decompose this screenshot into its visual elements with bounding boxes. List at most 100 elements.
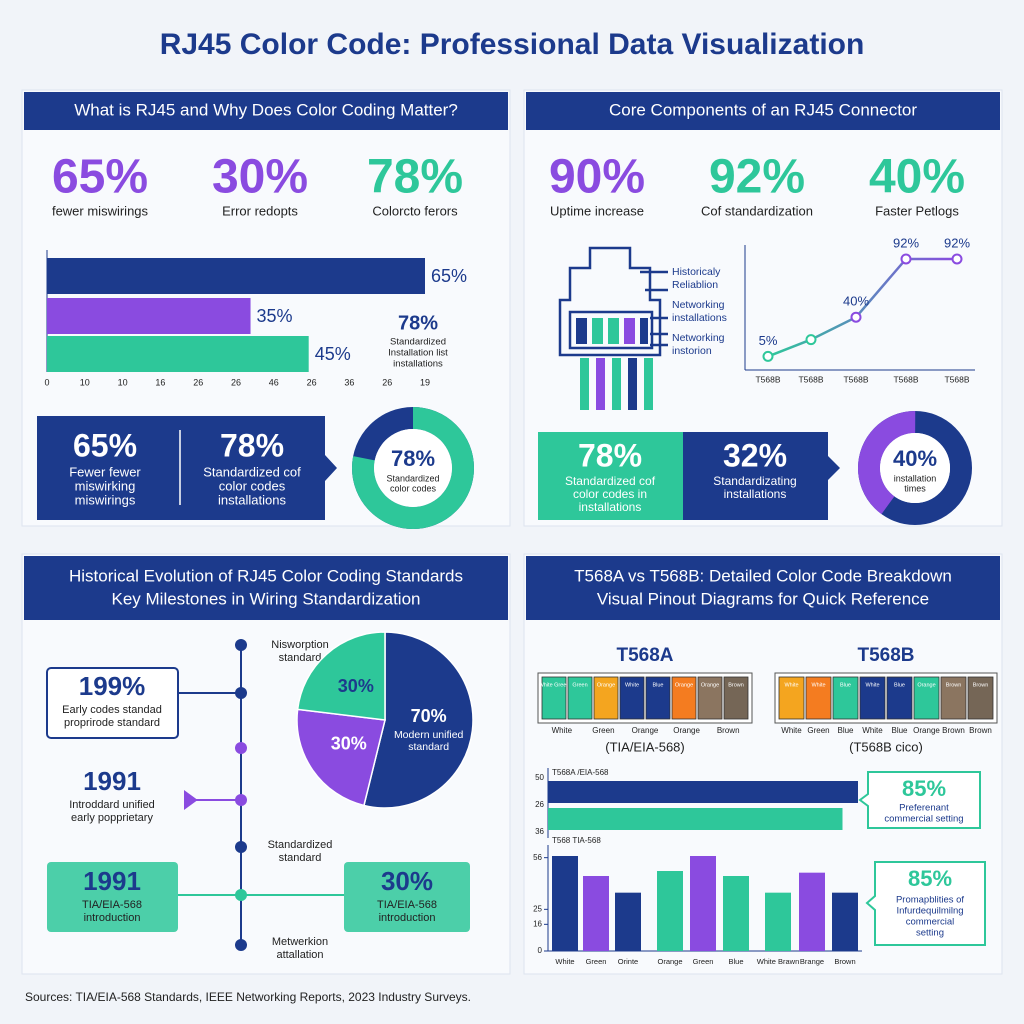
donut-hole: [374, 429, 452, 507]
diagram-label: Reliablion: [672, 279, 718, 291]
connector-contacts: [576, 318, 653, 410]
donut-value: 78%: [391, 446, 435, 471]
pin: [859, 676, 886, 720]
diagram-label: Networking: [672, 299, 725, 311]
callout-box: [37, 416, 337, 520]
pin-label: Blue: [894, 682, 905, 688]
callout-box: [683, 432, 840, 520]
bar: [723, 876, 749, 951]
milestone-text: introduction: [84, 912, 141, 924]
bar: [832, 892, 858, 951]
callout-box: [538, 432, 683, 520]
chart-label: T568A /EIA-568: [552, 768, 609, 777]
x-tick-label: T568B: [843, 374, 868, 384]
y-tick-label: 50: [535, 773, 544, 782]
callout-text: miswirings: [75, 492, 136, 507]
callout-text: setting: [916, 928, 944, 939]
line-point: [762, 350, 774, 362]
bar: [548, 781, 858, 803]
pie-label: 30%: [338, 676, 374, 696]
milestone-text: Early codes standad: [62, 704, 162, 716]
x-tick-label: 10: [118, 377, 128, 387]
line-point: [850, 311, 862, 323]
timeline-nodes: [235, 639, 247, 951]
x-tick-label: Orange: [657, 957, 682, 966]
pin: [886, 676, 913, 720]
pinout-name: T568A: [616, 645, 673, 666]
wire-label: Brown: [969, 726, 992, 735]
stat-value: 90%: [549, 151, 645, 204]
bar: [615, 892, 641, 951]
pin-label: Orange: [701, 682, 719, 688]
x-tick-label: 26: [231, 377, 241, 387]
pin-label: White: [784, 682, 798, 688]
x-tick-label: 16: [155, 377, 165, 387]
pin: [778, 676, 805, 720]
pin-label: Brown: [728, 682, 744, 688]
stat-value: 30%: [212, 151, 308, 204]
panel-heading: Historical Evolution of RJ45 Color Codin…: [69, 566, 463, 585]
pin-label: White: [811, 682, 825, 688]
x-tick-label: 10: [80, 377, 90, 387]
bar: [548, 808, 843, 830]
point-label: 40%: [843, 294, 869, 309]
y-tick-label: 16: [533, 919, 542, 928]
bar: [47, 298, 251, 334]
connector-diagram: [558, 246, 668, 357]
callout-value: 32%: [723, 437, 787, 473]
stat-value: 65%: [52, 151, 148, 204]
timeline-label: Nisworption: [271, 639, 328, 651]
bar: [657, 871, 683, 951]
donut-arc: [858, 411, 972, 525]
y-tick-label: 56: [533, 853, 542, 862]
callout-text: installations: [579, 500, 642, 514]
x-tick-label: T568B: [798, 374, 823, 384]
stat-value: 92%: [709, 151, 805, 204]
x-tick-label: 46: [269, 377, 279, 387]
callout-box: [858, 771, 981, 829]
x-tick-label: White Brawn: [757, 957, 800, 966]
x-tick-label: T568B: [755, 374, 780, 384]
pin-label: Blue: [652, 682, 663, 688]
point-label: 92%: [944, 235, 970, 250]
timeline-label: attallation: [276, 949, 323, 961]
bar: [799, 872, 825, 951]
callout-text: Fewer fewer: [69, 464, 141, 479]
pie-slice: [296, 708, 386, 807]
diagram-label: installations: [672, 312, 727, 324]
pin: [671, 676, 697, 720]
milestone-text: proprirode standard: [64, 717, 160, 729]
line-point: [951, 253, 963, 265]
callout-text: color codes in: [573, 487, 647, 501]
stat-label: Colorcto ferors: [372, 203, 458, 218]
wire-label: Orange: [673, 726, 700, 735]
donut-value: 40%: [893, 446, 937, 471]
bar: [765, 892, 791, 951]
y-tick-label: 26: [535, 800, 544, 809]
x-tick-label: 26: [307, 377, 317, 387]
pin-label: Brown: [946, 682, 962, 688]
diagram-label: instorion: [672, 345, 712, 357]
pin-label: Orange: [917, 682, 935, 688]
wire-label: Brown: [717, 726, 740, 735]
pin: [832, 676, 859, 720]
pin: [567, 676, 593, 720]
pin: [645, 676, 671, 720]
pin-label: Brown: [973, 682, 989, 688]
milestone-text: early popprietary: [71, 812, 153, 824]
x-tick-label: T568B: [893, 374, 918, 384]
note-value: 78%: [398, 312, 438, 334]
milestone-value: 30%: [381, 866, 433, 896]
x-tick-label: Green: [586, 957, 607, 966]
callout-text: Preferenant: [899, 803, 949, 814]
pin: [697, 676, 723, 720]
callout-text: Promapblities of: [896, 895, 964, 906]
timeline-label: Metwerkion: [272, 936, 328, 948]
callout-text: commercial setting: [884, 814, 963, 825]
wire-label: Brown: [942, 726, 965, 735]
pin: [541, 676, 567, 720]
y-tick-label: 0: [538, 946, 543, 955]
stat-label: Faster Petlogs: [875, 203, 959, 218]
x-tick-label: T568B: [944, 374, 969, 384]
diagram-label: Networking: [672, 332, 725, 344]
